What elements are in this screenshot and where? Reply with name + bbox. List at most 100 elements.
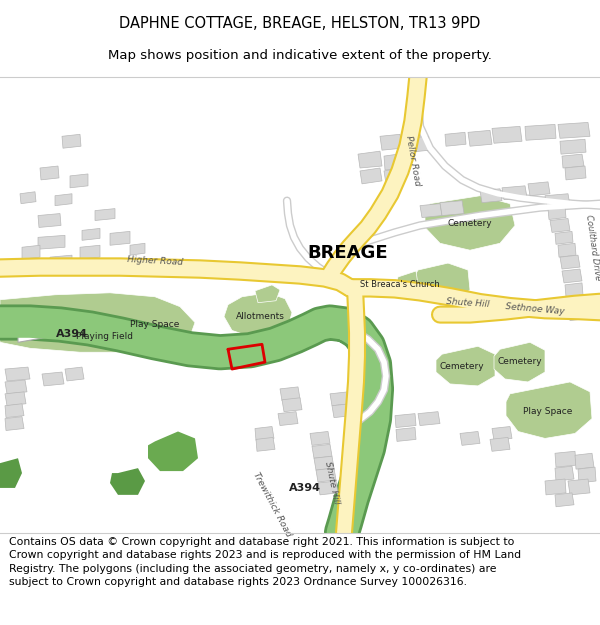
- Polygon shape: [18, 322, 52, 342]
- Polygon shape: [280, 387, 300, 401]
- Polygon shape: [502, 186, 527, 200]
- Text: Play Space: Play Space: [130, 320, 179, 329]
- Polygon shape: [396, 271, 418, 290]
- Polygon shape: [255, 426, 274, 441]
- Text: Play Space: Play Space: [523, 407, 572, 416]
- Polygon shape: [70, 174, 88, 188]
- Text: St Breaca's Church: St Breaca's Church: [360, 281, 440, 289]
- Polygon shape: [360, 168, 382, 184]
- Polygon shape: [408, 136, 430, 152]
- Polygon shape: [492, 126, 522, 143]
- Polygon shape: [567, 295, 586, 309]
- Text: DAPHNE COTTAGE, BREAGE, HELSTON, TR13 9PD: DAPHNE COTTAGE, BREAGE, HELSTON, TR13 9P…: [119, 16, 481, 31]
- Polygon shape: [490, 438, 510, 451]
- Polygon shape: [562, 154, 584, 168]
- Polygon shape: [0, 292, 195, 352]
- Text: Allotments: Allotments: [236, 312, 284, 321]
- Polygon shape: [330, 392, 350, 406]
- Polygon shape: [492, 426, 512, 441]
- Polygon shape: [0, 458, 22, 488]
- Polygon shape: [555, 466, 574, 481]
- Polygon shape: [412, 263, 470, 302]
- Polygon shape: [332, 404, 352, 418]
- Polygon shape: [494, 342, 545, 382]
- Polygon shape: [436, 346, 495, 386]
- Polygon shape: [310, 431, 330, 446]
- Polygon shape: [5, 392, 26, 406]
- Polygon shape: [525, 124, 556, 140]
- Polygon shape: [224, 292, 292, 336]
- Polygon shape: [278, 412, 298, 426]
- Polygon shape: [82, 228, 100, 240]
- Polygon shape: [5, 417, 24, 431]
- Polygon shape: [555, 493, 574, 507]
- Polygon shape: [110, 468, 145, 495]
- Text: Cemetery: Cemetery: [440, 362, 484, 371]
- Polygon shape: [550, 219, 570, 232]
- Text: A394: A394: [56, 329, 88, 339]
- Text: Cemetery: Cemetery: [448, 219, 493, 228]
- Polygon shape: [316, 468, 336, 482]
- Polygon shape: [395, 414, 416, 428]
- Text: Cemetery: Cemetery: [497, 357, 542, 366]
- Polygon shape: [256, 438, 275, 451]
- Polygon shape: [5, 404, 24, 418]
- Polygon shape: [38, 214, 61, 228]
- Polygon shape: [555, 231, 573, 244]
- Polygon shape: [480, 189, 502, 202]
- Text: Contains OS data © Crown copyright and database right 2021. This information is : Contains OS data © Crown copyright and d…: [9, 537, 521, 587]
- Polygon shape: [62, 134, 81, 148]
- Polygon shape: [130, 243, 145, 255]
- Polygon shape: [42, 372, 64, 386]
- Polygon shape: [314, 456, 334, 470]
- Text: Map shows position and indicative extent of the property.: Map shows position and indicative extent…: [108, 49, 492, 62]
- Polygon shape: [528, 182, 550, 196]
- Polygon shape: [468, 131, 492, 146]
- Polygon shape: [560, 255, 580, 269]
- Polygon shape: [80, 245, 100, 259]
- Polygon shape: [384, 153, 406, 170]
- Polygon shape: [380, 134, 402, 150]
- Polygon shape: [548, 207, 566, 219]
- Text: BREAGE: BREAGE: [308, 244, 388, 262]
- Text: Shute Hill: Shute Hill: [323, 461, 341, 505]
- Polygon shape: [312, 444, 332, 458]
- Polygon shape: [425, 196, 515, 250]
- Polygon shape: [562, 269, 582, 283]
- Polygon shape: [555, 451, 576, 467]
- Polygon shape: [148, 431, 198, 471]
- Text: Trewithick Road: Trewithick Road: [251, 471, 293, 539]
- Polygon shape: [440, 201, 464, 216]
- Polygon shape: [358, 151, 382, 168]
- Polygon shape: [65, 367, 84, 381]
- Text: Pellor Road: Pellor Road: [404, 135, 422, 187]
- Polygon shape: [545, 194, 570, 208]
- Text: Sethnoe Way: Sethnoe Way: [505, 302, 565, 316]
- Polygon shape: [95, 209, 115, 221]
- Polygon shape: [558, 122, 590, 138]
- Polygon shape: [318, 481, 338, 495]
- Polygon shape: [20, 192, 36, 204]
- Polygon shape: [460, 431, 480, 446]
- Polygon shape: [50, 255, 72, 267]
- Polygon shape: [420, 204, 442, 217]
- Polygon shape: [545, 479, 566, 495]
- Polygon shape: [5, 367, 30, 381]
- Polygon shape: [445, 132, 466, 146]
- Polygon shape: [5, 380, 27, 394]
- Polygon shape: [282, 398, 302, 412]
- Text: Higher Road: Higher Road: [127, 255, 183, 267]
- Polygon shape: [255, 285, 280, 302]
- Polygon shape: [40, 166, 59, 180]
- Polygon shape: [568, 307, 588, 321]
- Polygon shape: [558, 243, 576, 257]
- Polygon shape: [575, 453, 594, 469]
- Polygon shape: [568, 479, 590, 495]
- Text: Coulthard Drive: Coulthard Drive: [584, 214, 600, 281]
- Polygon shape: [38, 236, 65, 249]
- Polygon shape: [418, 412, 440, 426]
- Polygon shape: [110, 231, 130, 245]
- Text: A394: A394: [289, 483, 321, 493]
- Polygon shape: [506, 382, 592, 438]
- Polygon shape: [384, 168, 404, 184]
